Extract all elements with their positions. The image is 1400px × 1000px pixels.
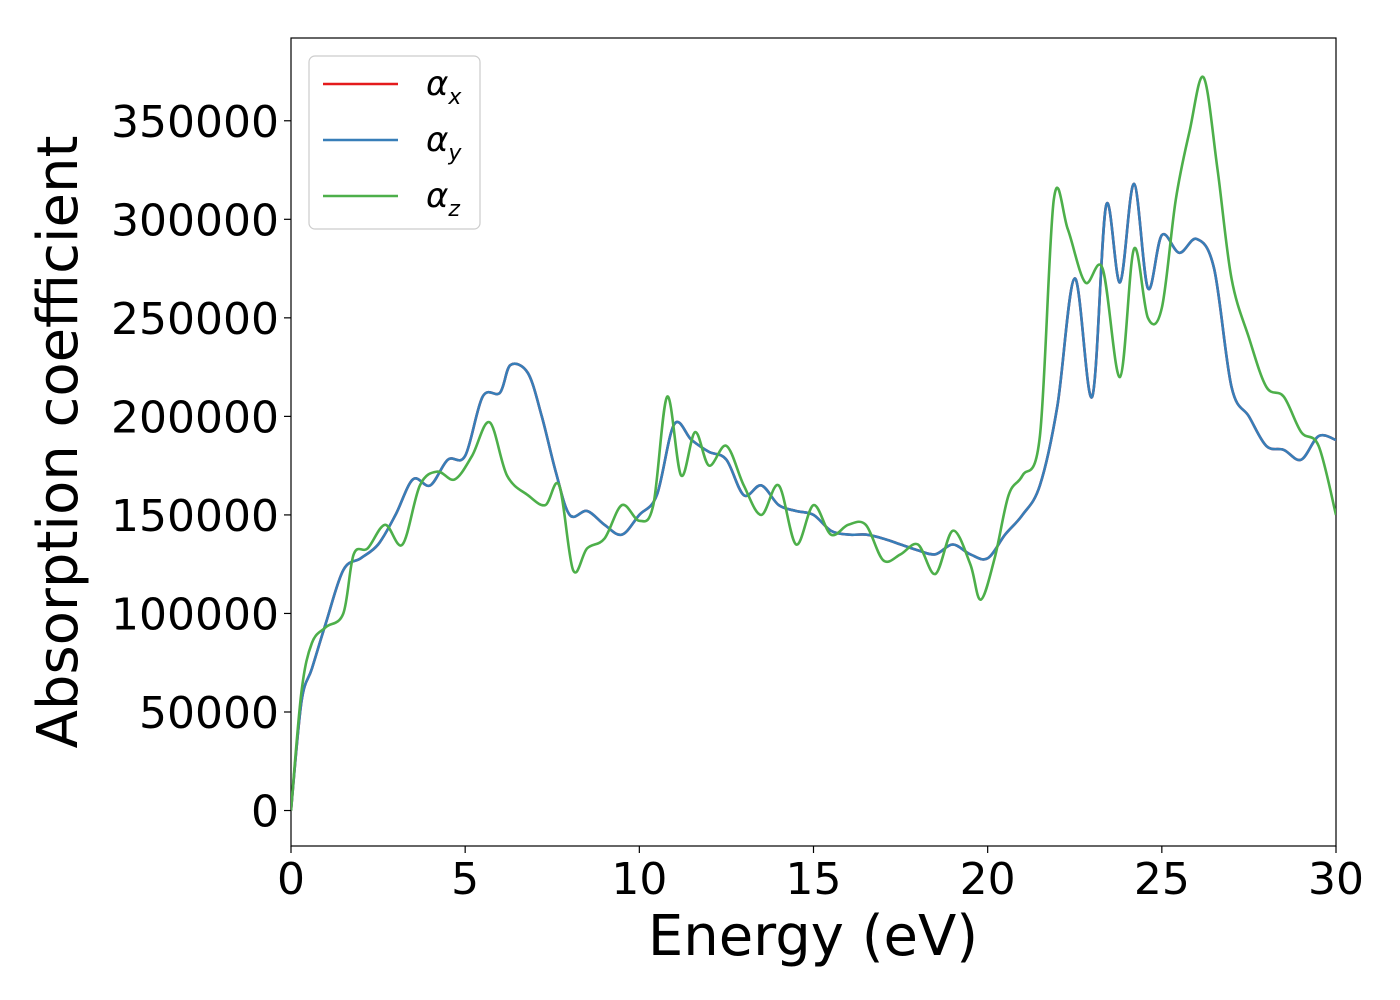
x-axis-ticks: 0 5 10 15 20 25 30 [277,846,1364,905]
y-tick-label: 0 [251,787,279,838]
series-line-z [291,75,1336,811]
x-axis-title: Energy (eV) [648,904,978,969]
x-tick-label: 5 [451,854,479,905]
legend-symbol: α [426,176,448,216]
legend-subscript: y [447,141,462,166]
y-axis-title: Absorption coefficient [26,136,91,749]
y-tick-label: 150000 [111,491,279,542]
y-tick-label: 50000 [139,688,279,739]
x-tick-label: 20 [960,854,1016,905]
legend-symbol: α [426,120,448,160]
legend-label-x: αx [426,64,462,110]
legend-symbol: α [426,64,448,104]
x-tick-label: 30 [1308,854,1364,905]
x-tick-label: 10 [611,854,667,905]
x-tick-label: 25 [1134,854,1190,905]
legend-label-y: αy [426,120,462,166]
x-tick-label: 15 [786,854,842,905]
series-line-x [291,182,1336,811]
y-axis-ticks: 0 50000 100000 150000 200000 250000 300000 3500… [111,97,291,838]
legend-subscript: z [447,197,460,222]
y-tick-label: 250000 [111,294,279,345]
legend-box [308,55,481,230]
x-tick-label: 0 [277,854,305,905]
series-line-y [291,182,1336,811]
y-tick-label: 200000 [111,392,279,443]
y-tick-label: 350000 [111,97,279,148]
legend-subscript: x [447,85,462,110]
y-tick-label: 300000 [111,195,279,246]
y-tick-label: 100000 [111,589,279,640]
legend-label-z: αz [426,176,460,222]
series-layer [291,75,1336,811]
